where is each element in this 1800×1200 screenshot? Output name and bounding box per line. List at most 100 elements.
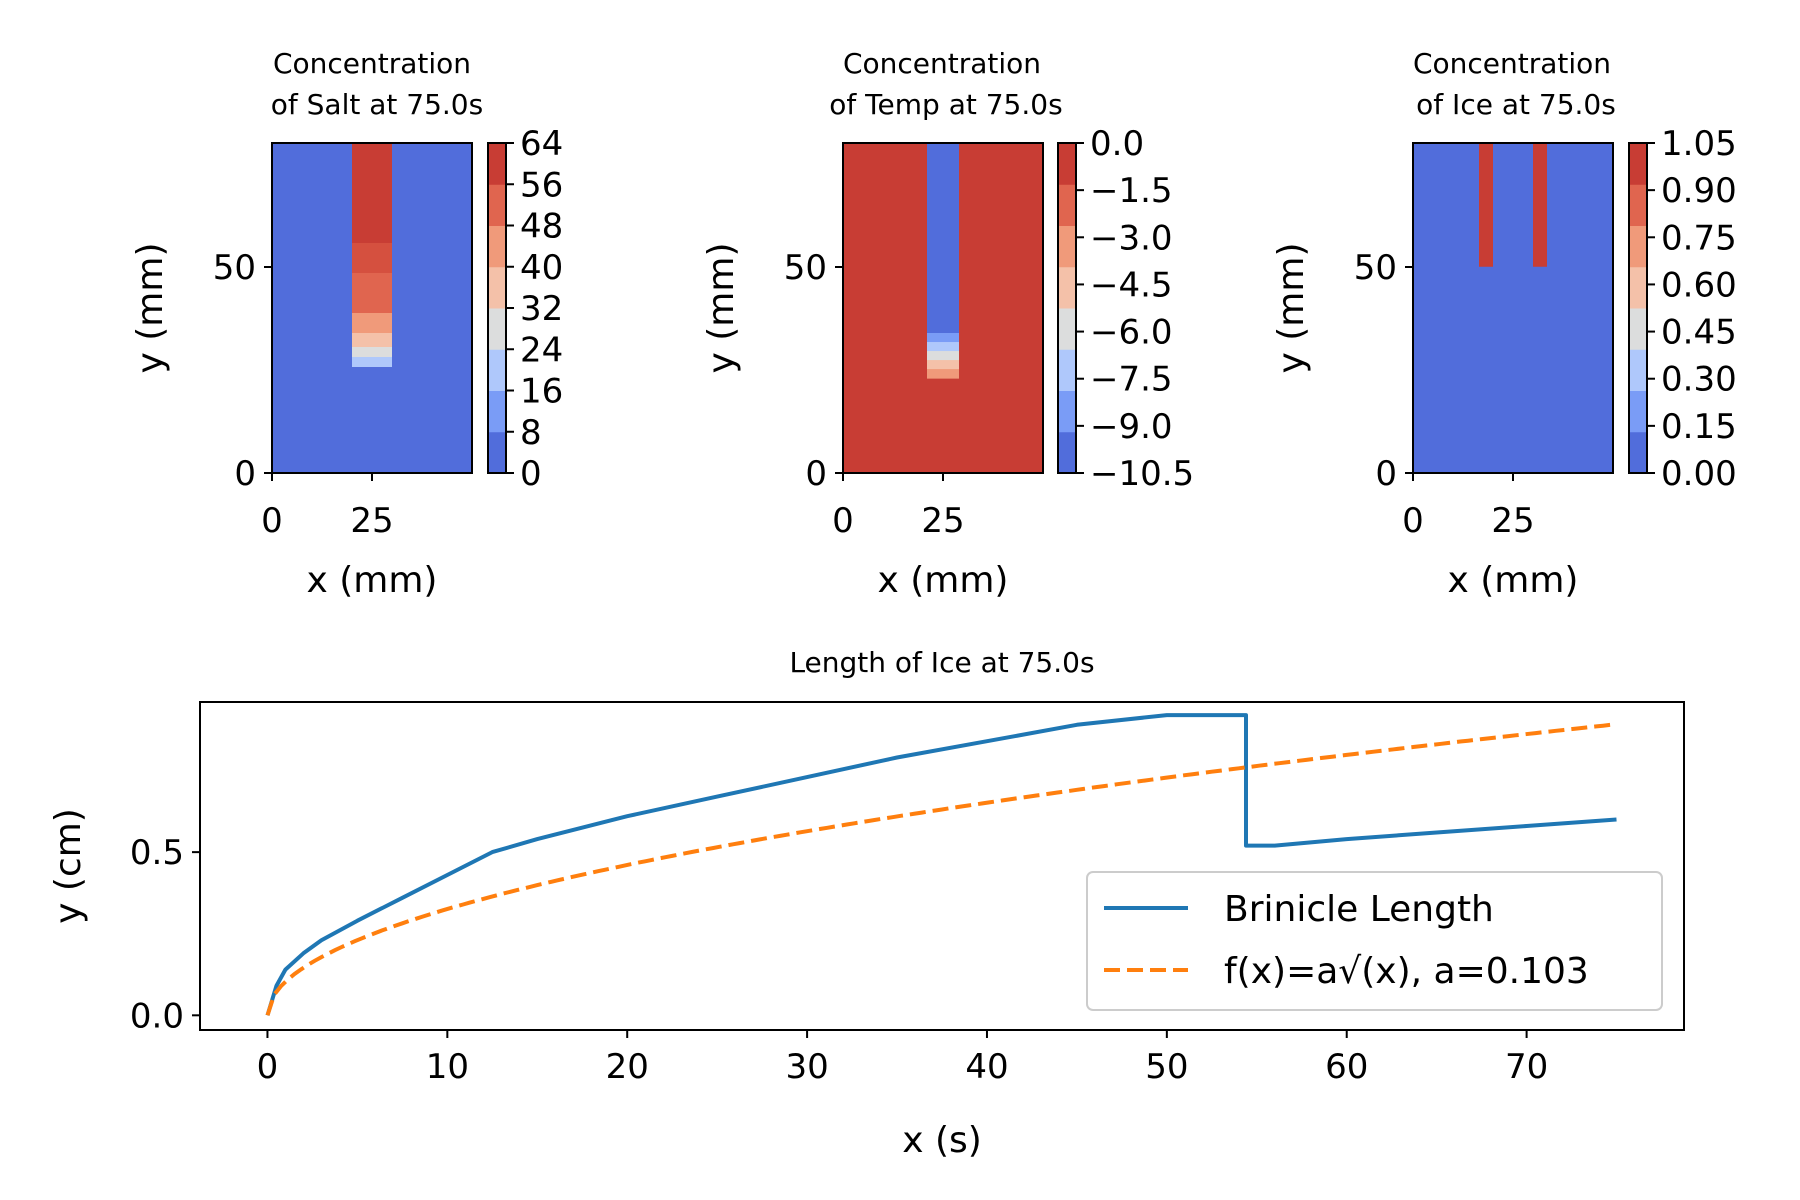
salt-colorbar-level [488,390,506,433]
salt-colorbar-tick-label: 8 [520,413,542,453]
line-ytick-label: 0.0 [130,996,184,1036]
salt-colorbar-level [488,308,506,350]
temp-colorbar-ticks: 0.0 −1.5 −3.0 −4.5 −6.0 −7.5 −9.0 −10.5 [1076,124,1194,494]
temp-colorbar-tick-label: 0.0 [1090,124,1144,164]
salt-colorbar-tick-label: 0 [520,454,542,494]
line-xtick-label: 10 [426,1047,469,1087]
line-axes-frame [199,701,1685,1031]
salt-title-line1: Concentration [273,47,471,80]
salt-channel-band [352,347,392,357]
ice-colorbar-level [1629,431,1647,474]
salt-colorbar-tick-label: 16 [520,372,563,412]
salt-colorbar-level [488,431,506,474]
salt-colorbar-tick-label: 24 [520,330,563,370]
salt-ytick-label: 50 [213,248,256,288]
salt-heatmap-panel: Concentration of Salt at 75.0s 645648403… [130,47,563,601]
salt-channel-band [352,243,392,273]
line-xtick-label: 30 [785,1047,828,1087]
temp-title-line1: Concentration [843,47,1041,80]
line-series-group [265,713,1617,1016]
legend: Brinicle Length f(x)=a√(x), a=0.103 [1086,871,1663,1011]
ice-colorbar-level [1629,225,1647,268]
ice-xtick-label: 25 [1491,501,1534,541]
ice-colorbar-tick-label: 0.45 [1661,313,1737,353]
temp-colorbar-tick-label: −10.5 [1090,454,1194,494]
ice-colorbar-level [1629,184,1647,226]
temp-channel-band [927,342,959,352]
temp-colorbar-level [1058,390,1076,433]
ice-colorbar-level [1629,308,1647,350]
salt-channel-band [352,273,392,313]
ice-colorbar-tick-label: 0.30 [1661,360,1737,400]
temp-colorbar-level [1058,308,1076,350]
salt-colorbar-level [488,225,506,268]
line-y-ticks: 0.0 0.5 [130,833,200,1036]
salt-channel-band [352,357,392,367]
ice-plot-area [1413,143,1613,473]
line-xtick-label: 0 [257,1047,279,1087]
salt-channel-band [352,313,392,333]
salt-channel-band [352,333,392,347]
ice-y-axis-label: y (mm) [1271,243,1312,374]
temp-plot-area [843,143,1043,473]
line-y-axis-label: y (cm) [48,808,89,924]
temp-colorbar-tick-label: −3.0 [1090,218,1173,258]
ice-xtick-label: 0 [1402,501,1424,541]
ice-title-line1: Concentration [1413,47,1611,80]
line-ytick-label: 0.5 [130,833,184,873]
line-xtick-label: 70 [1505,1047,1548,1087]
line-xtick-label: 20 [606,1047,649,1087]
temp-colorbar-level [1058,184,1076,226]
ice-colorbar-tick-label: 0.00 [1661,454,1737,494]
temp-heatmap-panel: Concentration of Temp at 75.0s 0.0 −1.5 −3… [701,47,1194,601]
salt-x-axis-label: x (mm) [307,560,438,601]
salt-colorbar-tick-label: 40 [520,248,563,288]
temp-x-axis-label: x (mm) [878,560,1009,601]
line-chart-title: Length of Ice at 75.0s [789,646,1094,679]
ice-colorbar-tick-label: 0.15 [1661,407,1737,447]
ice-colorbar-tick-label: 0.60 [1661,265,1737,305]
temp-xtick-label: 0 [832,501,854,541]
temp-colorbar-tick-label: −6.0 [1090,313,1173,353]
ice-ytick-label: 0 [1375,454,1397,494]
temp-ytick-label: 0 [805,454,827,494]
legend-label-brinicle: Brinicle Length [1224,889,1494,930]
salt-colorbar-tick-label: 64 [520,124,563,164]
temp-colorbar-frame [1057,142,1077,474]
temp-colorbar-level [1058,349,1076,391]
salt-colorbar-level [488,184,506,226]
legend-label-fit: f(x)=a√(x), a=0.103 [1224,951,1589,992]
length-line-chart: Length of Ice at 75.0s 0 10 20 30 40 50 60 70 0… [48,646,1685,1161]
temp-colorbar-tick-label: −7.5 [1090,360,1173,400]
ice-colorbar-level [1629,390,1647,433]
ice-colorbar-tick-label: 0.75 [1661,218,1737,258]
ice-wall [1533,143,1547,267]
ice-colorbar [1628,142,1648,474]
temp-colorbar-level [1058,225,1076,268]
salt-channel-band [352,143,392,243]
temp-y-axis-label: y (mm) [701,243,742,374]
line-xtick-label: 60 [1325,1047,1368,1087]
temp-title-line2: of Temp at 75.0s [829,88,1062,121]
line-xtick-label: 40 [965,1047,1008,1087]
salt-colorbar-tick-label: 48 [520,207,563,247]
temp-x-ticks: 0 25 [832,473,965,541]
temp-channel-band [927,360,959,370]
ice-colorbar-ticks: 1.05 0.90 0.75 0.60 0.45 0.30 0.15 0.00 [1647,124,1737,494]
ice-colorbar-tick-label: 0.90 [1661,171,1737,211]
temp-colorbar-level [1058,431,1076,474]
salt-colorbar [487,142,507,474]
ice-wall [1479,143,1493,267]
sqrt-fit-line [265,722,1617,1016]
salt-ytick-label: 0 [234,454,256,494]
salt-colorbar-level [488,349,506,391]
temp-xtick-label: 25 [921,501,964,541]
salt-x-ticks: 0 25 [261,473,394,541]
salt-y-ticks: 0 50 [213,248,272,494]
salt-colorbar-level [488,143,506,185]
temp-colorbar [1057,142,1077,474]
line-x-axis-label: x (s) [902,1120,982,1161]
line-xtick-label: 50 [1145,1047,1188,1087]
legend-box [1086,871,1663,1011]
